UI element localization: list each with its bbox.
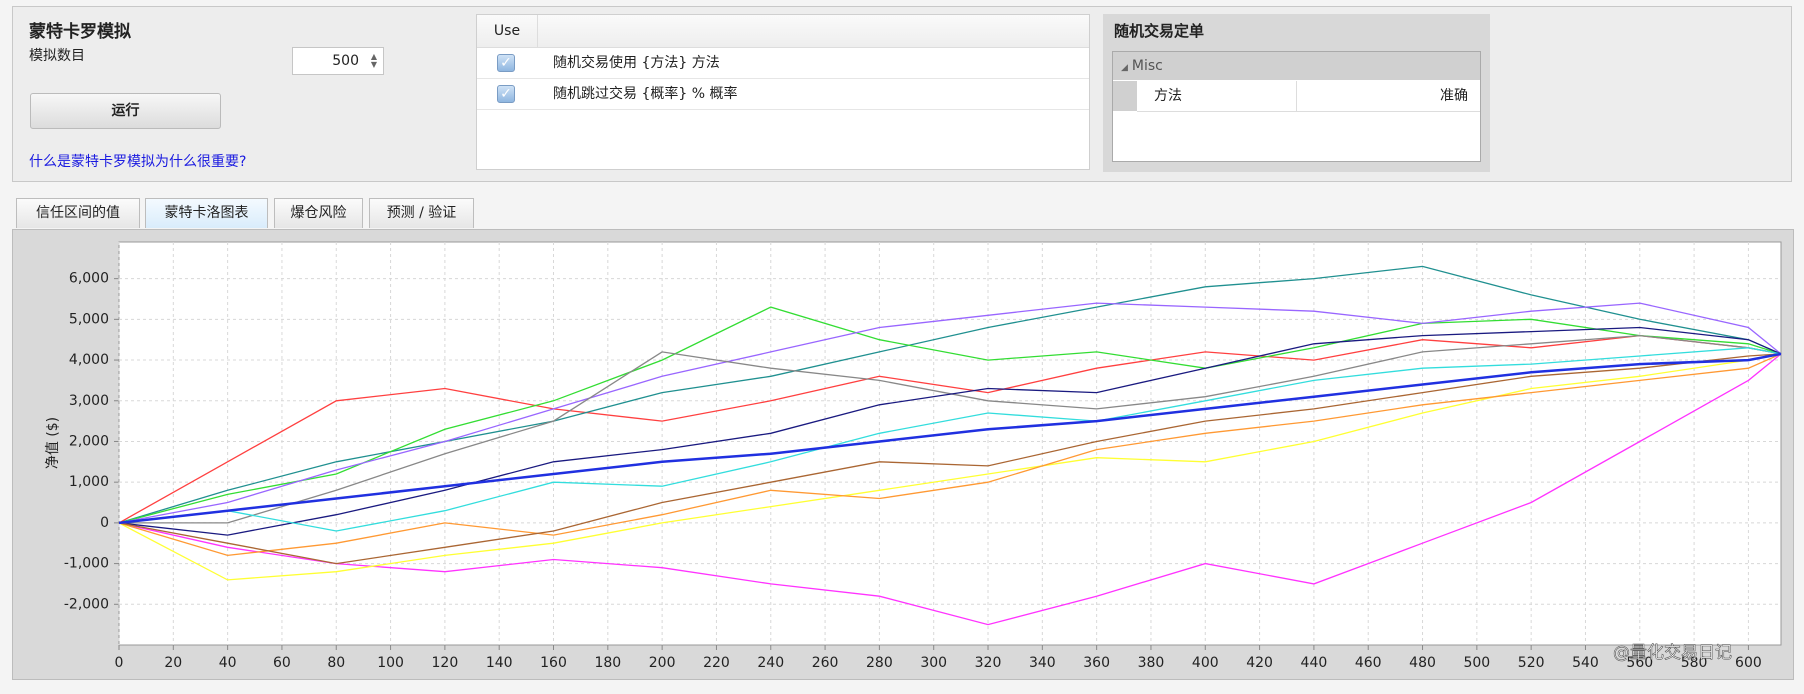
tab[interactable]: 预测 / 验证 [369, 198, 474, 228]
x-tick-label: 500 [1463, 655, 1490, 671]
x-tick-label: 520 [1518, 655, 1545, 671]
row-text: 随机跳过交易 {概率} % 概率 [553, 86, 738, 102]
x-tick-label: 240 [757, 655, 784, 671]
x-tick-label: 0 [115, 655, 124, 671]
x-tick-label: 560 [1626, 655, 1653, 671]
gutter [1113, 81, 1137, 111]
tab[interactable]: 信任区间的值 [16, 198, 140, 228]
x-tick-label: 20 [164, 655, 182, 671]
y-tick-label: 3,000 [69, 393, 109, 409]
divider [1296, 81, 1297, 111]
chart: 净值 ($) -2,000 -1,000 0 1,000 2,000 3,000 4,000… [45, 241, 1782, 671]
property-row[interactable]: 方法 准确 [1137, 81, 1480, 112]
group-name: Misc [1131, 58, 1163, 74]
series-line [118, 347, 1782, 532]
x-tick-label: 140 [486, 655, 513, 671]
property-name: 方法 [1154, 88, 1182, 104]
x-tick-label: 200 [649, 655, 676, 671]
x-tick-label: 160 [540, 655, 567, 671]
y-tick-label: 6,000 [69, 271, 109, 287]
x-tick-label: 600 [1735, 655, 1762, 671]
table-row: ✓ 随机交易使用 {方法} 方法 [477, 48, 1089, 79]
x-tick-label: 340 [1029, 655, 1056, 671]
count-label: 模拟数目 [29, 48, 85, 64]
x-tick-label: 420 [1246, 655, 1273, 671]
x-tick-label: 580 [1681, 655, 1708, 671]
help-link[interactable]: 什么是蒙特卡罗模拟为什么很重要? [29, 154, 247, 170]
y-tick-label: 5,000 [69, 311, 109, 327]
properties-panel: 随机交易定单 ◢ Misc 方法 准确 [1103, 14, 1490, 172]
x-tick-label: 100 [377, 655, 404, 671]
y-tick-label: -1,000 [64, 556, 109, 572]
x-tick-label: 80 [327, 655, 345, 671]
y-axis-label: 净值 ($) [45, 417, 61, 469]
watermark: @量化交易日记 [1613, 643, 1732, 663]
y-tick-label: 2,000 [69, 433, 109, 449]
series-line [118, 352, 1782, 525]
series-line [118, 353, 1782, 565]
x-tick-label: 280 [866, 655, 893, 671]
property-value: 准确 [1440, 88, 1468, 104]
plot-area [118, 241, 1782, 646]
y-tick-label: 0 [100, 515, 109, 531]
series-line [118, 302, 1782, 524]
checkbox[interactable]: ✓ [497, 85, 515, 103]
series-line [119, 334, 1782, 524]
group-row[interactable]: ◢ Misc [1113, 52, 1480, 80]
y-tick-label: 4,000 [69, 352, 109, 368]
x-tick-label: 180 [594, 655, 621, 671]
property-grid: ◢ Misc 方法 准确 [1112, 51, 1481, 162]
y-tick-label: 1,000 [69, 474, 109, 490]
series-line [118, 326, 1782, 536]
x-tick-label: 360 [1083, 655, 1110, 671]
spinner[interactable]: ▲ ▼ [370, 52, 377, 69]
x-tick-label: 220 [703, 655, 730, 671]
x-tick-label: 480 [1409, 655, 1436, 671]
x-tick-label: 260 [812, 655, 839, 671]
count-value: 500 [332, 53, 359, 69]
count-input[interactable]: 500 ▲ ▼ [292, 47, 384, 75]
tab[interactable]: 蒙特卡洛图表 [145, 198, 268, 228]
checkbox[interactable]: ✓ [497, 54, 515, 72]
x-tick-label: 60 [273, 655, 291, 671]
y-tick-label: -2,000 [64, 596, 109, 612]
series-line [118, 353, 1782, 581]
x-tick-label: 300 [920, 655, 947, 671]
series-line [118, 306, 1782, 524]
x-tick-label: 40 [219, 655, 237, 671]
panel-title: 蒙特卡罗模拟 [29, 22, 131, 42]
header-use: Use [477, 15, 538, 47]
x-tick-label: 380 [1138, 655, 1165, 671]
x-tick-label: 320 [975, 655, 1002, 671]
series-line [118, 265, 1782, 524]
series-line [118, 353, 1782, 557]
series-line [118, 334, 1782, 524]
expand-icon: ◢ [1121, 63, 1128, 73]
x-tick-label: 120 [432, 655, 459, 671]
series-line [118, 353, 1782, 626]
table-header: Use [477, 15, 1089, 48]
properties-title: 随机交易定单 [1114, 22, 1205, 40]
x-tick-label: 460 [1355, 655, 1382, 671]
tab[interactable]: 爆仓风险 [274, 198, 363, 228]
options-table: Use ✓ 随机交易使用 {方法} 方法 ✓ 随机跳过交易 {概率} % 概率 [476, 14, 1090, 170]
chart-panel: 净值 ($) -2,000 -1,000 0 1,000 2,000 3,000 4,000… [12, 229, 1794, 680]
run-button[interactable]: 运行 [30, 93, 221, 129]
table-row: ✓ 随机跳过交易 {概率} % 概率 [477, 79, 1089, 110]
x-tick-label: 440 [1301, 655, 1328, 671]
x-tick-label: 540 [1572, 655, 1599, 671]
row-text: 随机交易使用 {方法} 方法 [553, 55, 720, 71]
x-tick-label: 400 [1192, 655, 1219, 671]
